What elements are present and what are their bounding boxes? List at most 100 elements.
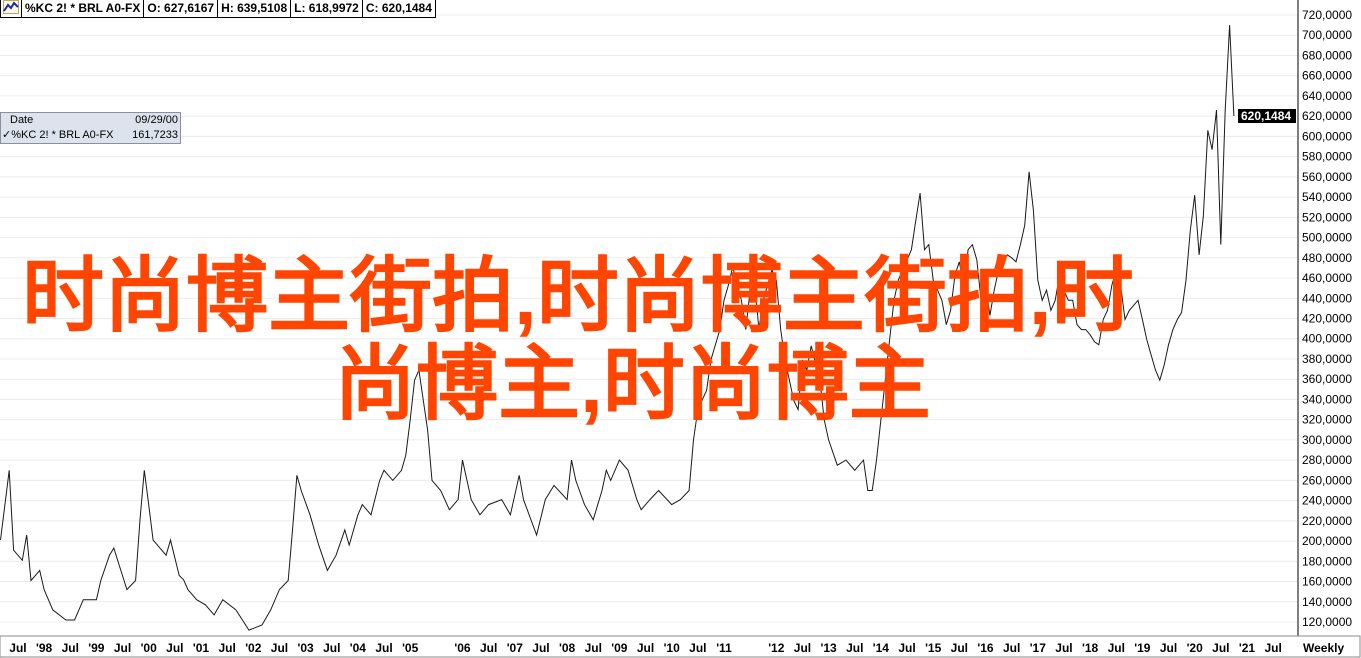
overlay-text-line-1: 时尚博主街拍,时尚博主街拍,时 [22, 251, 1134, 342]
overlay-text-line-2: 尚博主,时尚博主 [334, 339, 931, 430]
y-tick-label: 540,0000 [1302, 190, 1352, 204]
x-tick-label: Jul [1160, 641, 1177, 655]
x-tick-label: Jul [271, 641, 288, 655]
data-tooltip: Date 09/29/00 ✓%KC 2! * BRL A0-FX 161,72… [0, 112, 181, 144]
x-tick-label: '01 [193, 641, 210, 655]
y-tick-label: 340,0000 [1302, 392, 1352, 406]
x-tick-label: Jul [637, 641, 654, 655]
y-tick-label: 580,0000 [1302, 150, 1352, 164]
x-tick-label: Jul [323, 641, 340, 655]
y-tick-label: 480,0000 [1302, 251, 1352, 265]
tooltip-series-row: ✓%KC 2! * BRL A0-FX 161,7233 [1, 128, 180, 143]
y-tick-label: 380,0000 [1302, 352, 1352, 366]
y-tick-label: 420,0000 [1302, 312, 1352, 326]
tooltip-series-label: %KC 2! * BRL A0-FX [11, 129, 114, 141]
y-tick-label: 500,0000 [1302, 231, 1352, 245]
periodicity-label[interactable]: Weekly [1303, 641, 1345, 655]
tooltip-series-value: 161,7233 [132, 129, 178, 141]
x-tick-label: '13 [820, 641, 837, 655]
x-tick-label: '99 [88, 641, 105, 655]
x-tick-label: Jul [1055, 641, 1072, 655]
y-tick-label: 660,0000 [1302, 69, 1352, 83]
low-value: L: 618,9972 [291, 0, 363, 17]
gridlines [0, 14, 1298, 623]
x-tick-label: Jul [218, 641, 235, 655]
y-tick-label: 240,0000 [1302, 494, 1352, 508]
x-tick-label: Jul [114, 641, 131, 655]
symbol-header: %KC 2! * BRL A0-FX O: 627,6167 H: 639,51… [0, 0, 436, 18]
x-axis[interactable]: Jul '98 Jul '99 Jul '00 Jul '01 Jul '02 Jul '03 Jul '… [9, 641, 1282, 655]
y-tick-label: 260,0000 [1302, 473, 1352, 487]
symbol-name: %KC 2! * BRL A0-FX [22, 0, 145, 17]
y-tick-label: 140,0000 [1302, 595, 1352, 609]
x-tick-label: '18 [1082, 641, 1099, 655]
x-tick-label: Jul [1108, 641, 1125, 655]
x-tick-label: '09 [611, 641, 628, 655]
x-tick-label: '03 [297, 641, 314, 655]
y-tick-label: 720,0000 [1302, 8, 1352, 22]
y-tick-label: 200,0000 [1302, 534, 1352, 548]
x-tick-label: '17 [1030, 641, 1047, 655]
y-tick-label: 280,0000 [1302, 453, 1352, 467]
y-tick-label: 640,0000 [1302, 89, 1352, 103]
open-value: O: 627,6167 [144, 0, 219, 17]
x-tick-label: '05 [402, 641, 419, 655]
x-tick-label: '12 [768, 641, 785, 655]
x-tick-label: '16 [977, 641, 994, 655]
checkmark-icon: ✓ [2, 129, 12, 141]
x-tick-label: '10 [664, 641, 681, 655]
last-value-label: 620,1484 [1241, 109, 1291, 123]
y-tick-label: 220,0000 [1302, 514, 1352, 528]
x-tick-label: '04 [350, 641, 367, 655]
y-tick-label: 620,0000 [1302, 109, 1352, 123]
y-tick-label: 160,0000 [1302, 575, 1352, 589]
y-tick-label: 120,0000 [1302, 615, 1352, 629]
y-tick-label: 360,0000 [1302, 372, 1352, 386]
x-tick-label: Jul [532, 641, 549, 655]
y-tick-label: 680,0000 [1302, 48, 1352, 62]
x-tick-label: Jul [1003, 641, 1020, 655]
x-tick-label: Jul [9, 641, 26, 655]
tooltip-date-value: 09/29/00 [135, 114, 178, 126]
x-tick-label: Jul [375, 641, 392, 655]
y-tick-label: 400,0000 [1302, 332, 1352, 346]
tooltip-date-label: Date [10, 114, 34, 126]
x-tick-label: '07 [507, 641, 524, 655]
x-tick-label: Jul [846, 641, 863, 655]
x-tick-label: '11 [716, 641, 732, 655]
x-axis-frame [0, 635, 1361, 658]
x-tick-label: Jul [166, 641, 183, 655]
x-tick-label: Jul [1212, 641, 1229, 655]
close-value: C: 620,1484 [365, 1, 432, 15]
line-chart-icon[interactable] [1, 0, 22, 17]
y-tick-label: 320,0000 [1302, 413, 1352, 427]
x-tick-label: '02 [245, 641, 262, 655]
y-tick-label: 700,0000 [1302, 28, 1352, 42]
y-tick-label: 440,0000 [1302, 291, 1352, 305]
y-tick-label: 600,0000 [1302, 129, 1352, 143]
x-tick-label: '19 [1134, 641, 1151, 655]
y-tick-label: 460,0000 [1302, 271, 1352, 285]
y-axis[interactable]: 120,0000 140,0000 160,0000 180,0000 200,0000… [1302, 8, 1352, 629]
y-tick-label: 300,0000 [1302, 433, 1352, 447]
series-line [0, 25, 1235, 631]
last-value-marker: 620,1484 [1238, 109, 1296, 124]
x-tick-label: Jul [62, 641, 79, 655]
x-tick-label: '15 [925, 641, 942, 655]
x-tick-label: Jul [1264, 641, 1281, 655]
x-tick-label: '98 [36, 641, 53, 655]
x-tick-label: '14 [873, 641, 890, 655]
x-tick-label: Jul [951, 641, 968, 655]
x-tick-label: '06 [454, 641, 471, 655]
x-tick-label: Jul [585, 641, 602, 655]
x-tick-label: '20 [1187, 641, 1204, 655]
tooltip-date-row: Date 09/29/00 [1, 113, 180, 128]
y-tick-label: 180,0000 [1302, 554, 1352, 568]
y-tick-label: 520,0000 [1302, 210, 1352, 224]
x-tick-label: '08 [559, 641, 576, 655]
y-tick-label: 560,0000 [1302, 170, 1352, 184]
x-tick-label: '00 [141, 641, 158, 655]
x-tick-label: '21 [1239, 641, 1256, 655]
x-tick-label: Jul [898, 641, 915, 655]
